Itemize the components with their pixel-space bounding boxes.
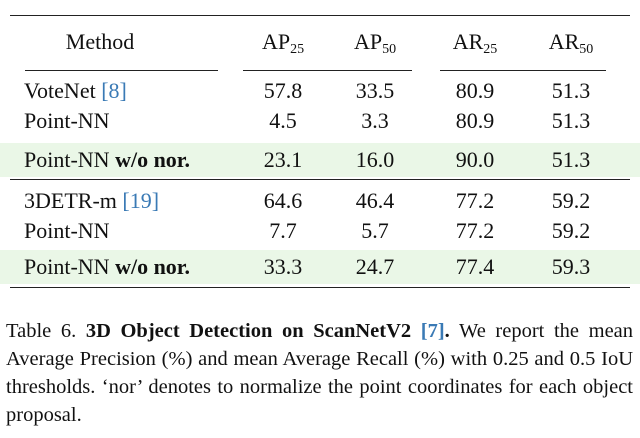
rule [10,287,630,289]
rule [440,70,606,72]
method-variant: w/o nor. [115,254,191,279]
method-name: 3DETR-m [24,188,117,213]
method-name: Point-NN [24,218,110,243]
method-variant: w/o nor. [115,147,191,172]
method-name: Point-NN [24,108,110,133]
rule [25,70,218,72]
header-row: Method AP25 AP50 AR25 AR50 [0,27,640,57]
value-cell: 59.2 [551,188,591,213]
caption: Table 6. 3D Object Detection on ScanNetV… [6,317,633,429]
method-cell: 3DETR-m [19] [24,186,159,216]
table-row: Point-NN 4.5 3.3 80.9 51.3 [0,106,640,136]
method-cell: Point-NN w/o nor. [24,250,190,284]
value-cell: 59.2 [551,218,591,243]
value-cell: 51.3 [551,78,591,103]
header-text: AP [353,29,383,54]
header-cell: Method [65,29,135,54]
caption-label: Table 6. [6,320,77,342]
value-cell: 16.0 [355,147,395,172]
method-cell: Point-NN w/o nor. [24,143,190,177]
value-cell: 51.3 [551,147,591,172]
header-cell: AP25 [238,27,328,65]
table-row: VoteNet [8] 57.8 33.5 80.9 51.3 [0,76,640,106]
table-row: Point-NN 7.7 5.7 77.2 59.2 [0,216,640,246]
value-cell: 24.7 [355,254,395,279]
caption-ref: [7] [420,320,445,342]
value-cell: 5.7 [361,218,389,243]
value-cell: 64.6 [263,188,303,213]
caption-text: We report the mean Average Precision (%)… [6,320,634,426]
table-row: Point-NN w/o nor. 33.3 24.7 77.4 59.3 [0,250,640,284]
header-sub: 50 [579,42,594,57]
header-sub: 25 [483,42,498,57]
table-row: Point-NN w/o nor. 23.1 16.0 90.0 51.3 [0,143,640,177]
value-cell: 33.5 [355,78,395,103]
rule [10,179,630,181]
rule [10,15,630,17]
value-cell: 77.2 [455,188,495,213]
table-row: 3DETR-m [19] 64.6 46.4 77.2 59.2 [0,186,640,216]
value-cell: 46.4 [355,188,395,213]
value-cell: 59.3 [551,254,591,279]
header-text: AR [452,29,484,54]
header-text: AP [261,29,291,54]
method-name: VoteNet [24,78,96,103]
method-ref: [19] [122,188,160,213]
header-text: AR [548,29,580,54]
value-cell: 77.2 [455,218,495,243]
method-cell: VoteNet [8] [24,76,127,106]
header-sub: 50 [382,42,397,57]
caption-title-end: . [444,320,450,342]
method-cell: Point-NN [24,106,110,136]
header-sub: 25 [290,42,305,57]
method-name: Point-NN [24,254,110,279]
value-cell: 77.4 [455,254,495,279]
header-cell: AP50 [330,27,420,65]
method-name: Point-NN [24,147,110,172]
value-cell: 23.1 [263,147,303,172]
method-ref: [8] [101,78,127,103]
rule [243,70,412,72]
value-cell: 51.3 [551,108,591,133]
header-cell: AR50 [526,27,616,65]
value-cell: 90.0 [455,147,495,172]
value-cell: 4.5 [269,108,297,133]
value-cell: 7.7 [269,218,297,243]
caption-title: 3D Object Detection on ScanNetV2 [85,320,412,342]
value-cell: 80.9 [455,78,495,103]
header-cell: AR25 [430,27,520,65]
value-cell: 3.3 [361,108,389,133]
method-cell: Point-NN [24,216,110,246]
value-cell: 80.9 [455,108,495,133]
value-cell: 57.8 [263,78,303,103]
value-cell: 33.3 [263,254,303,279]
